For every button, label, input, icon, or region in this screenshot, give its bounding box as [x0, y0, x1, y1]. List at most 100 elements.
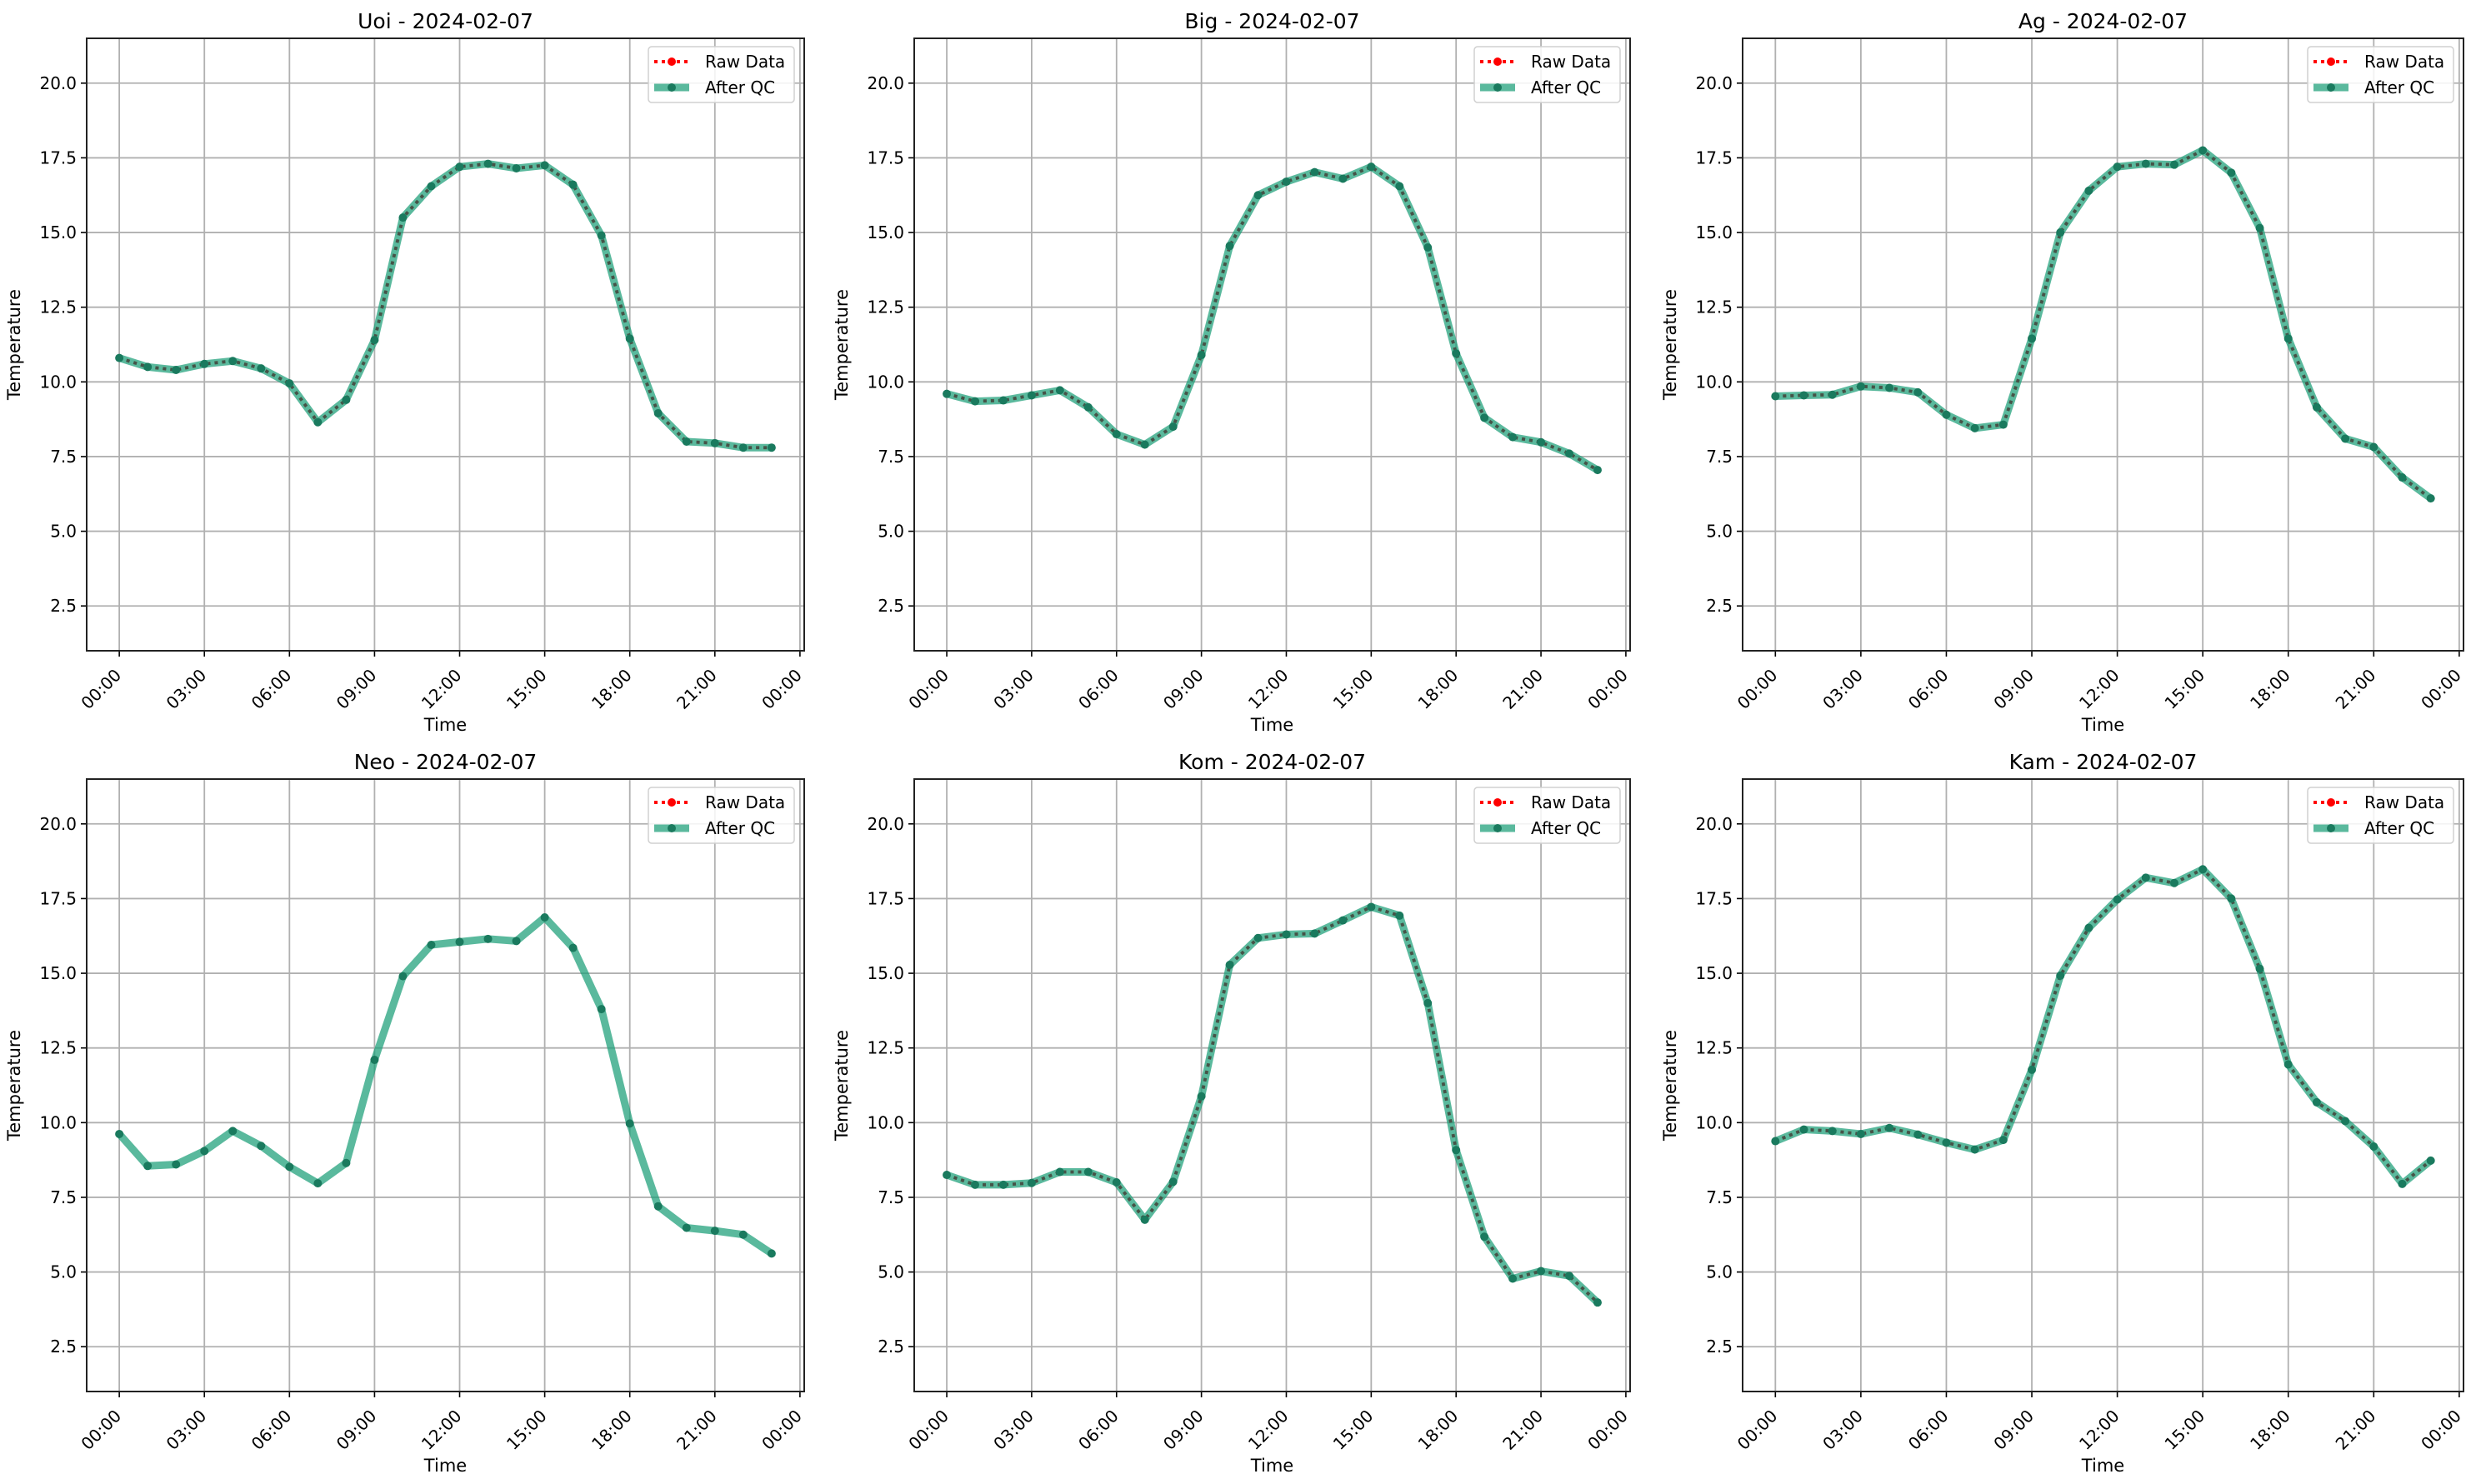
y-tick-label: 15.0 [1695, 222, 1733, 242]
y-tick-label: 17.5 [867, 888, 904, 908]
y-tick-label: 20.0 [1695, 73, 1733, 93]
after-qc-point [2227, 168, 2236, 177]
after-qc-point [597, 1005, 606, 1014]
after-qc-point [1856, 1129, 1865, 1138]
y-tick-label: 15.0 [1695, 963, 1733, 983]
legend-label-raw-data: Raw Data [1531, 52, 1611, 72]
after-qc-point [455, 162, 464, 172]
after-qc-point [682, 437, 691, 447]
after-qc-point [1828, 1127, 1837, 1136]
after-qc-point [398, 213, 408, 222]
after-qc-point [2426, 494, 2435, 503]
after-qc-point [398, 972, 408, 981]
after-qc-point [1423, 998, 1433, 1007]
after-qc-point [370, 336, 379, 345]
x-tick-label: 21:00 [2332, 1406, 2380, 1454]
x-tick-label: 09:00 [333, 1406, 381, 1454]
legend: Raw Data After QC [1473, 46, 1621, 103]
x-tick-label: 21:00 [2332, 665, 2380, 713]
raw-data-legend-marker [2327, 57, 2335, 66]
x-tick-label: 21:00 [673, 1406, 721, 1454]
x-tick-label: 00:00 [77, 1406, 125, 1454]
after-qc-point [1112, 1178, 1121, 1187]
raw-data-line-overlay [118, 162, 772, 449]
x-axis-label: Time [1250, 1456, 1293, 1476]
after-qc-line [1775, 146, 2433, 502]
y-tick-label: 7.5 [50, 1187, 77, 1207]
after-qc-point [285, 379, 294, 388]
after-qc-point [2283, 334, 2293, 343]
after-qc-point [625, 1119, 634, 1128]
raw-data-line-overlay [1774, 867, 2432, 1187]
axes-frame [913, 37, 1631, 652]
raw-data-line-overlay [946, 905, 1599, 1304]
after-qc-point [682, 1223, 691, 1232]
y-axis-label: Temperature [4, 1030, 24, 1142]
after-qc-point [172, 1160, 181, 1169]
raw-data-legend-marker [668, 57, 676, 66]
after-qc-point [1168, 422, 1178, 432]
after-qc-legend-marker [1493, 83, 1502, 92]
x-tick-label: 18:00 [588, 665, 636, 713]
after-qc-point [1112, 430, 1121, 439]
after-qc-point [943, 389, 952, 398]
after-qc-point [1998, 1136, 2008, 1145]
after-qc-point [200, 359, 209, 368]
x-tick-label: 03:00 [163, 1406, 211, 1454]
after-qc-point [2084, 923, 2093, 932]
after-qc-legend-marker [668, 83, 676, 92]
after-qc-point [1508, 1274, 1518, 1283]
after-qc-point [1225, 961, 1234, 970]
after-qc-point [512, 937, 521, 946]
x-tick-label: 00:00 [2417, 1406, 2465, 1454]
y-tick-label: 7.5 [878, 1187, 904, 1207]
chart-title: Ag - 2024-02-07 [2018, 9, 2188, 33]
y-tick-label: 2.5 [50, 1337, 77, 1357]
after-qc-point [1942, 1138, 1951, 1147]
after-qc-point [512, 163, 521, 172]
after-qc-point [1913, 387, 1923, 397]
after-qc-point [115, 353, 124, 362]
x-tick-label: 18:00 [588, 1406, 636, 1454]
after-qc-point [2198, 865, 2208, 874]
x-tick-label: 03:00 [163, 665, 211, 713]
raw-data-legend-marker [668, 798, 676, 807]
after-qc-point [228, 1127, 238, 1136]
after-qc-point [2398, 1179, 2407, 1188]
x-tick-label: 03:00 [1818, 665, 1867, 713]
x-axis-label: Time [423, 1456, 467, 1476]
after-qc-line [116, 913, 774, 1257]
y-tick-label: 5.0 [50, 1262, 77, 1282]
after-qc-line [1773, 865, 2433, 1188]
after-qc-point [653, 408, 663, 417]
after-qc-point [1480, 413, 1489, 422]
after-qc-point [1395, 911, 1404, 920]
after-qc-point [2312, 1097, 2321, 1107]
after-qc-point [1197, 1092, 1206, 1101]
y-tick-label: 7.5 [1706, 1187, 1733, 1207]
legend-label-raw-data: Raw Data [2364, 792, 2444, 812]
subplot-uoi: Uoi - 2024-02-07 00:00 03:00 06:00 09:00 12:0… [4, 9, 806, 735]
after-qc-point [970, 1180, 979, 1189]
legend-label-after-qc: After QC [2364, 77, 2434, 97]
after-qc-point [313, 417, 323, 427]
after-qc-point [1310, 167, 1319, 177]
x-tick-label: 18:00 [2246, 665, 2294, 713]
y-tick-label: 5.0 [878, 1262, 904, 1282]
after-qc-point [1338, 174, 1348, 183]
y-axis-label: Temperature [1660, 1030, 1680, 1142]
x-tick-label: 21:00 [1498, 665, 1547, 713]
y-axis-label: Temperature [4, 289, 24, 401]
x-tick-label: 00:00 [904, 1406, 953, 1454]
y-tick-label: 20.0 [39, 73, 77, 93]
after-qc-point [370, 1056, 379, 1065]
x-tick-label: 21:00 [673, 665, 721, 713]
x-tick-label: 03:00 [989, 665, 1038, 713]
y-tick-label: 15.0 [39, 222, 77, 242]
chart-title: Kam - 2024-02-07 [2009, 750, 2198, 774]
after-qc-point [1395, 182, 1404, 191]
raw-data-line-overlay [1775, 148, 2432, 500]
after-qc-point [1168, 1177, 1178, 1187]
x-tick-label: 12:00 [1244, 665, 1293, 713]
y-axis-label: Temperature [1660, 289, 1680, 401]
